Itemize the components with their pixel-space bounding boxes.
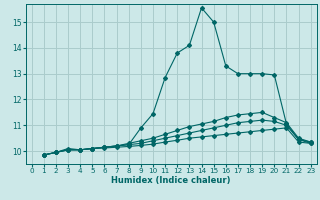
X-axis label: Humidex (Indice chaleur): Humidex (Indice chaleur) <box>111 176 231 185</box>
